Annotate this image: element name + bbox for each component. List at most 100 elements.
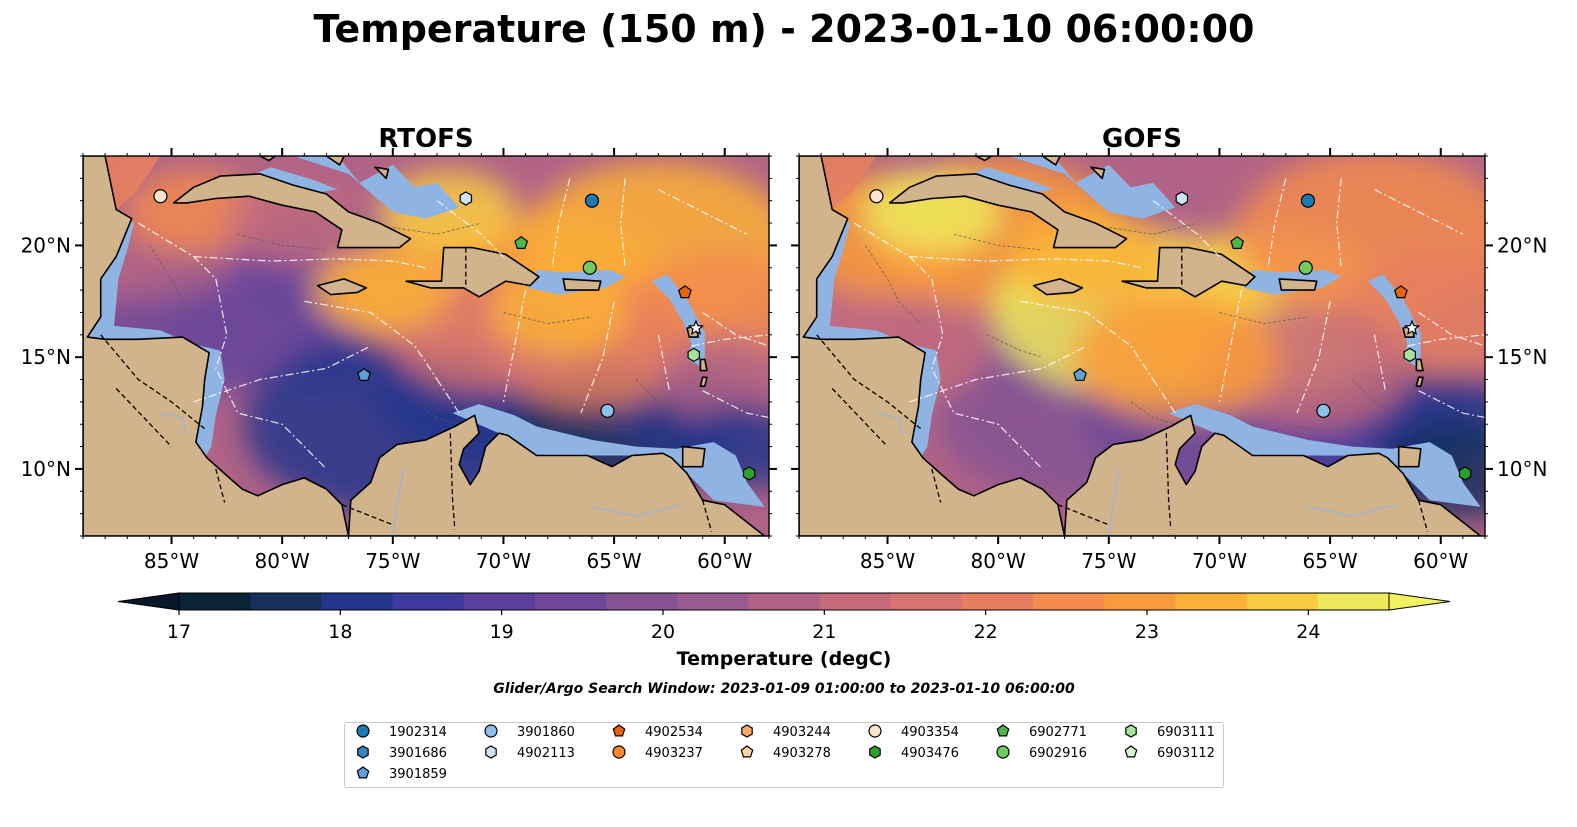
bathymetry-contour	[864, 245, 922, 324]
eez-boundary	[1373, 334, 1386, 391]
country-border	[701, 500, 713, 532]
float-marker-star	[687, 319, 705, 336]
colorbar-swatch	[179, 593, 251, 610]
float-marker-4902113	[1175, 191, 1189, 206]
temperature-patch	[1071, 294, 1279, 421]
land-mass	[888, 173, 1128, 249]
bathymetry-contour	[270, 334, 327, 358]
land-mass	[1397, 445, 1422, 468]
river	[160, 412, 188, 436]
float-marker-star	[1403, 319, 1421, 336]
land-mass	[83, 156, 350, 536]
colorbar-swatch	[819, 593, 892, 610]
land-mass	[325, 156, 345, 166]
land-mass	[1121, 246, 1256, 298]
x-tick-label: 70°W	[476, 549, 531, 573]
country-border	[1165, 433, 1172, 530]
colorbar-tick-label: 17	[167, 621, 191, 643]
float-marker-4903354	[153, 189, 168, 204]
colorbar-swatch	[534, 593, 607, 610]
land-mass	[1090, 166, 1106, 180]
river	[876, 412, 904, 436]
colorbar-swatch	[250, 593, 322, 610]
colorbar-swatch	[1175, 593, 1248, 610]
eez-boundary	[502, 289, 527, 403]
bathymetry-contour	[635, 379, 681, 414]
float-marker-3901860	[1316, 403, 1331, 418]
eez-boundary	[337, 258, 427, 269]
land-mass	[405, 246, 540, 298]
land-mass	[681, 445, 706, 468]
shelf-area	[1168, 404, 1481, 507]
eez-boundary	[1267, 178, 1287, 268]
temperature-patch	[489, 270, 628, 355]
eez-boundary	[1152, 200, 1220, 258]
panel-title-rtofs: RTOFS	[378, 124, 473, 154]
land-mass	[374, 166, 390, 180]
land-mass	[172, 173, 412, 249]
river	[1307, 504, 1397, 517]
eez-boundary	[909, 345, 1087, 403]
country-border	[449, 433, 456, 530]
colorbar-over-arrow	[1388, 592, 1451, 611]
land-mass	[1032, 278, 1084, 296]
bathymetry-contour	[1351, 379, 1397, 414]
colorbar-swatch	[677, 593, 750, 610]
shelf-area	[1009, 156, 1176, 219]
x-tick-label: 65°W	[586, 549, 641, 573]
bathymetry-contour	[569, 423, 637, 432]
colorbar-tick-label: 19	[490, 621, 514, 643]
eez-boundary	[1336, 178, 1342, 268]
bathymetry-contour	[392, 222, 482, 235]
eez-boundary	[551, 178, 571, 268]
country-border	[215, 468, 226, 503]
shelf-area	[651, 274, 705, 369]
x-tick-label: 85°W	[144, 549, 199, 573]
colorbar-swatch	[392, 593, 465, 610]
eez-boundary	[1374, 188, 1464, 235]
colorbar-swatch	[748, 593, 821, 610]
colorbar-tick-label: 21	[812, 621, 836, 643]
eez-boundary	[931, 278, 1043, 470]
colorbar-label: Temperature (degC)	[677, 648, 892, 670]
search-window-note: Glider/Argo Search Window: 2023-01-09 01…	[493, 681, 1075, 697]
land-mass	[1278, 278, 1318, 291]
panel-title-gofs: GOFS	[1102, 124, 1182, 154]
map-frame	[798, 155, 1486, 537]
colorbar-swatch	[606, 593, 678, 610]
eez-boundary	[620, 178, 626, 268]
colorbar-tick-label: 22	[974, 621, 998, 643]
country-border	[831, 388, 888, 448]
shelf-area	[803, 205, 941, 458]
float-marker-4902534	[1393, 285, 1408, 299]
float-marker-6903111	[1403, 347, 1417, 363]
float-marker-6902916	[1298, 260, 1313, 275]
map-panel-rtofs: 85°W 80°W 75°W 70°W 65°W 60°W 10°N 15°N 20°N	[21, 148, 777, 573]
bathymetry-contour	[1108, 222, 1198, 235]
eez-boundary	[691, 334, 769, 347]
float-marker-4902113	[459, 191, 473, 206]
x-tick-label: 60°W	[1413, 549, 1468, 573]
eez-boundary	[193, 345, 371, 403]
x-tick-label: 80°W	[255, 549, 310, 573]
colorbar-tick-label: 20	[651, 621, 675, 643]
eez-boundary	[1218, 289, 1243, 403]
colorbar-swatch	[1246, 593, 1319, 610]
colorbar-tick-label: 23	[1135, 621, 1159, 643]
land-mass	[975, 156, 993, 162]
colorbar-under-arrow	[117, 592, 180, 611]
bathymetry-contour	[503, 312, 593, 325]
country-border	[115, 388, 172, 448]
land-mass	[1415, 376, 1424, 388]
float-legend	[344, 722, 1224, 788]
float-marker-3901859	[357, 367, 371, 381]
eez-boundary	[1152, 379, 1176, 414]
eez-boundary	[580, 301, 615, 414]
colorbar-swatch	[890, 593, 963, 610]
colorbar-swatch	[463, 593, 536, 610]
float-marker-1902314	[584, 193, 600, 208]
bathymetry-contour	[1219, 312, 1309, 325]
temperature-patch	[655, 337, 769, 422]
shelf-area	[452, 404, 765, 507]
